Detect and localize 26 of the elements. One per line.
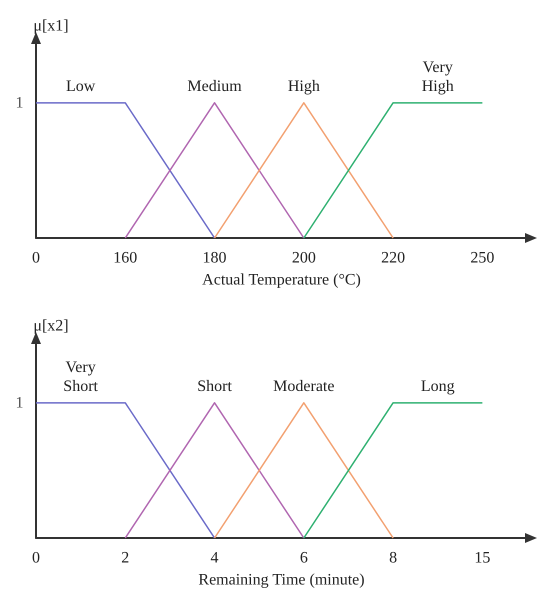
x-axis-title: Actual Temperature (°C) (202, 272, 361, 288)
x-tick-label: 180 (202, 250, 227, 266)
text: 1 (16, 394, 24, 412)
series-label: Moderate (273, 378, 334, 395)
x-tick-label: 0 (32, 250, 40, 266)
y-axis-title: μ[x2] (33, 318, 69, 334)
series-label: Short (197, 378, 232, 395)
x-tick-label: 4 (210, 550, 219, 566)
x-tick-label: 0 (32, 550, 40, 566)
series-label: Low (66, 78, 96, 95)
series-label: High (288, 78, 320, 95)
x-tick-label: 6 (300, 550, 308, 566)
x-tick-label: 8 (389, 550, 398, 566)
text: 1 (16, 94, 24, 112)
series-label: Very Short (63, 358, 99, 395)
y-axis-title: μ[x1] (33, 18, 69, 34)
x-tick-label: 15 (474, 550, 490, 566)
x-tick-label: 250 (470, 250, 494, 266)
x-axis-title: Remaining Time (minute) (198, 572, 365, 588)
series-label: Medium (187, 78, 242, 95)
x-tick-label: 2 (121, 550, 130, 566)
x-tick-label: 220 (381, 250, 406, 266)
series-label: Very High (422, 58, 454, 95)
x-tick-label: 200 (292, 250, 316, 266)
series-label: Long (420, 378, 455, 395)
x-tick-label: 160 (113, 250, 138, 266)
